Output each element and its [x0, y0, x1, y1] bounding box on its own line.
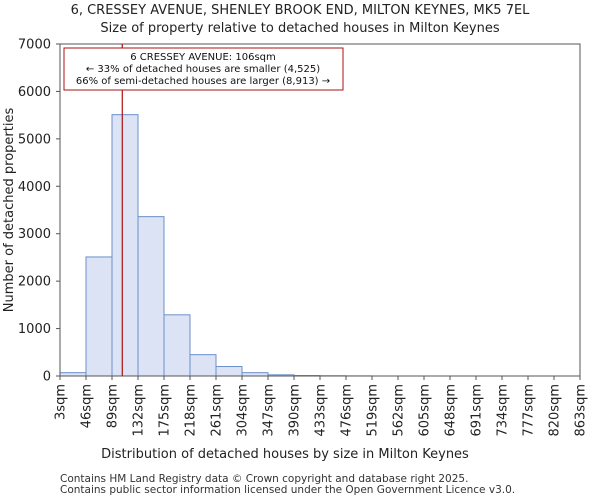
y-tick-label: 7000 — [18, 38, 51, 53]
x-tick-label: 734sqm — [496, 384, 511, 437]
x-tick-label: 605sqm — [418, 384, 433, 437]
chart-address-title: 6, CRESSEY AVENUE, SHENLEY BROOK END, MI… — [70, 3, 530, 18]
annotation-box: 6 CRESSEY AVENUE: 106sqm ← 33% of detach… — [63, 47, 344, 91]
x-tick-label: 3sqm — [54, 384, 69, 420]
y-tick-label: 3000 — [18, 227, 51, 242]
footer-copyright: Contains HM Land Registry data © Crown c… — [60, 473, 469, 485]
annotation-border — [63, 47, 344, 91]
y-tick-label: 5000 — [18, 132, 51, 147]
x-tick-label: 476sqm — [340, 384, 355, 437]
y-tick-label: 4000 — [18, 180, 51, 195]
x-tick-label: 132sqm — [132, 384, 147, 437]
x-tick-label: 519sqm — [366, 384, 381, 437]
x-tick-label: 562sqm — [392, 384, 407, 437]
annotation-line-1: 6 CRESSEY AVENUE: 106sqm — [130, 52, 276, 63]
x-tick-label: 261sqm — [210, 384, 225, 437]
x-tick-label: 691sqm — [470, 384, 485, 437]
annotation-line-2: ← 33% of detached houses are smaller (4,… — [86, 64, 320, 75]
x-tick-label: 777sqm — [522, 384, 537, 437]
x-tick-label: 433sqm — [314, 384, 329, 437]
x-tick-label: 648sqm — [444, 384, 459, 437]
y-tick-label: 0 — [43, 370, 51, 385]
histogram-bar — [189, 354, 217, 377]
x-tick-label: 863sqm — [574, 384, 589, 437]
x-axis-ticks: 3sqm 46sqm 89sqm 132sqm 175sqm 218sqm 261sqm 30… — [54, 376, 589, 437]
x-tick-label: 46sqm — [80, 384, 95, 428]
y-tick-label: 6000 — [18, 85, 51, 100]
x-tick-label: 347sqm — [262, 384, 277, 437]
x-tick-label: 390sqm — [288, 384, 303, 437]
histogram-bar — [215, 366, 243, 377]
y-tick-label: 2000 — [18, 275, 51, 290]
x-tick-label: 175sqm — [158, 384, 173, 437]
x-tick-label: 218sqm — [184, 384, 199, 437]
y-axis-ticks: 0 1000 2000 3000 4000 5000 6000 7000 — [18, 38, 60, 385]
x-tick-label: 304sqm — [236, 384, 251, 437]
x-tick-label: 89sqm — [106, 384, 121, 428]
histogram-bar — [163, 314, 191, 377]
x-tick-label: 820sqm — [548, 384, 563, 437]
y-tick-label: 1000 — [18, 322, 51, 337]
bars-group — [59, 114, 373, 377]
histogram-bar — [137, 216, 165, 377]
histogram-bar — [85, 256, 113, 377]
y-axis-label: Number of detached properties — [2, 108, 17, 313]
footer-licence: Contains public sector information licen… — [60, 484, 516, 496]
histogram-bar — [111, 114, 139, 377]
plot-frame — [59, 43, 581, 377]
annotation-line-3: 66% of semi-detached houses are larger (… — [76, 76, 330, 87]
histogram-chart: 0 1000 2000 3000 4000 5000 6000 7000 3sqm 46sqm 8… — [2, 38, 589, 463]
chart-title: Size of property relative to detached ho… — [100, 21, 500, 36]
x-axis-label: Distribution of detached houses by size … — [101, 447, 469, 462]
